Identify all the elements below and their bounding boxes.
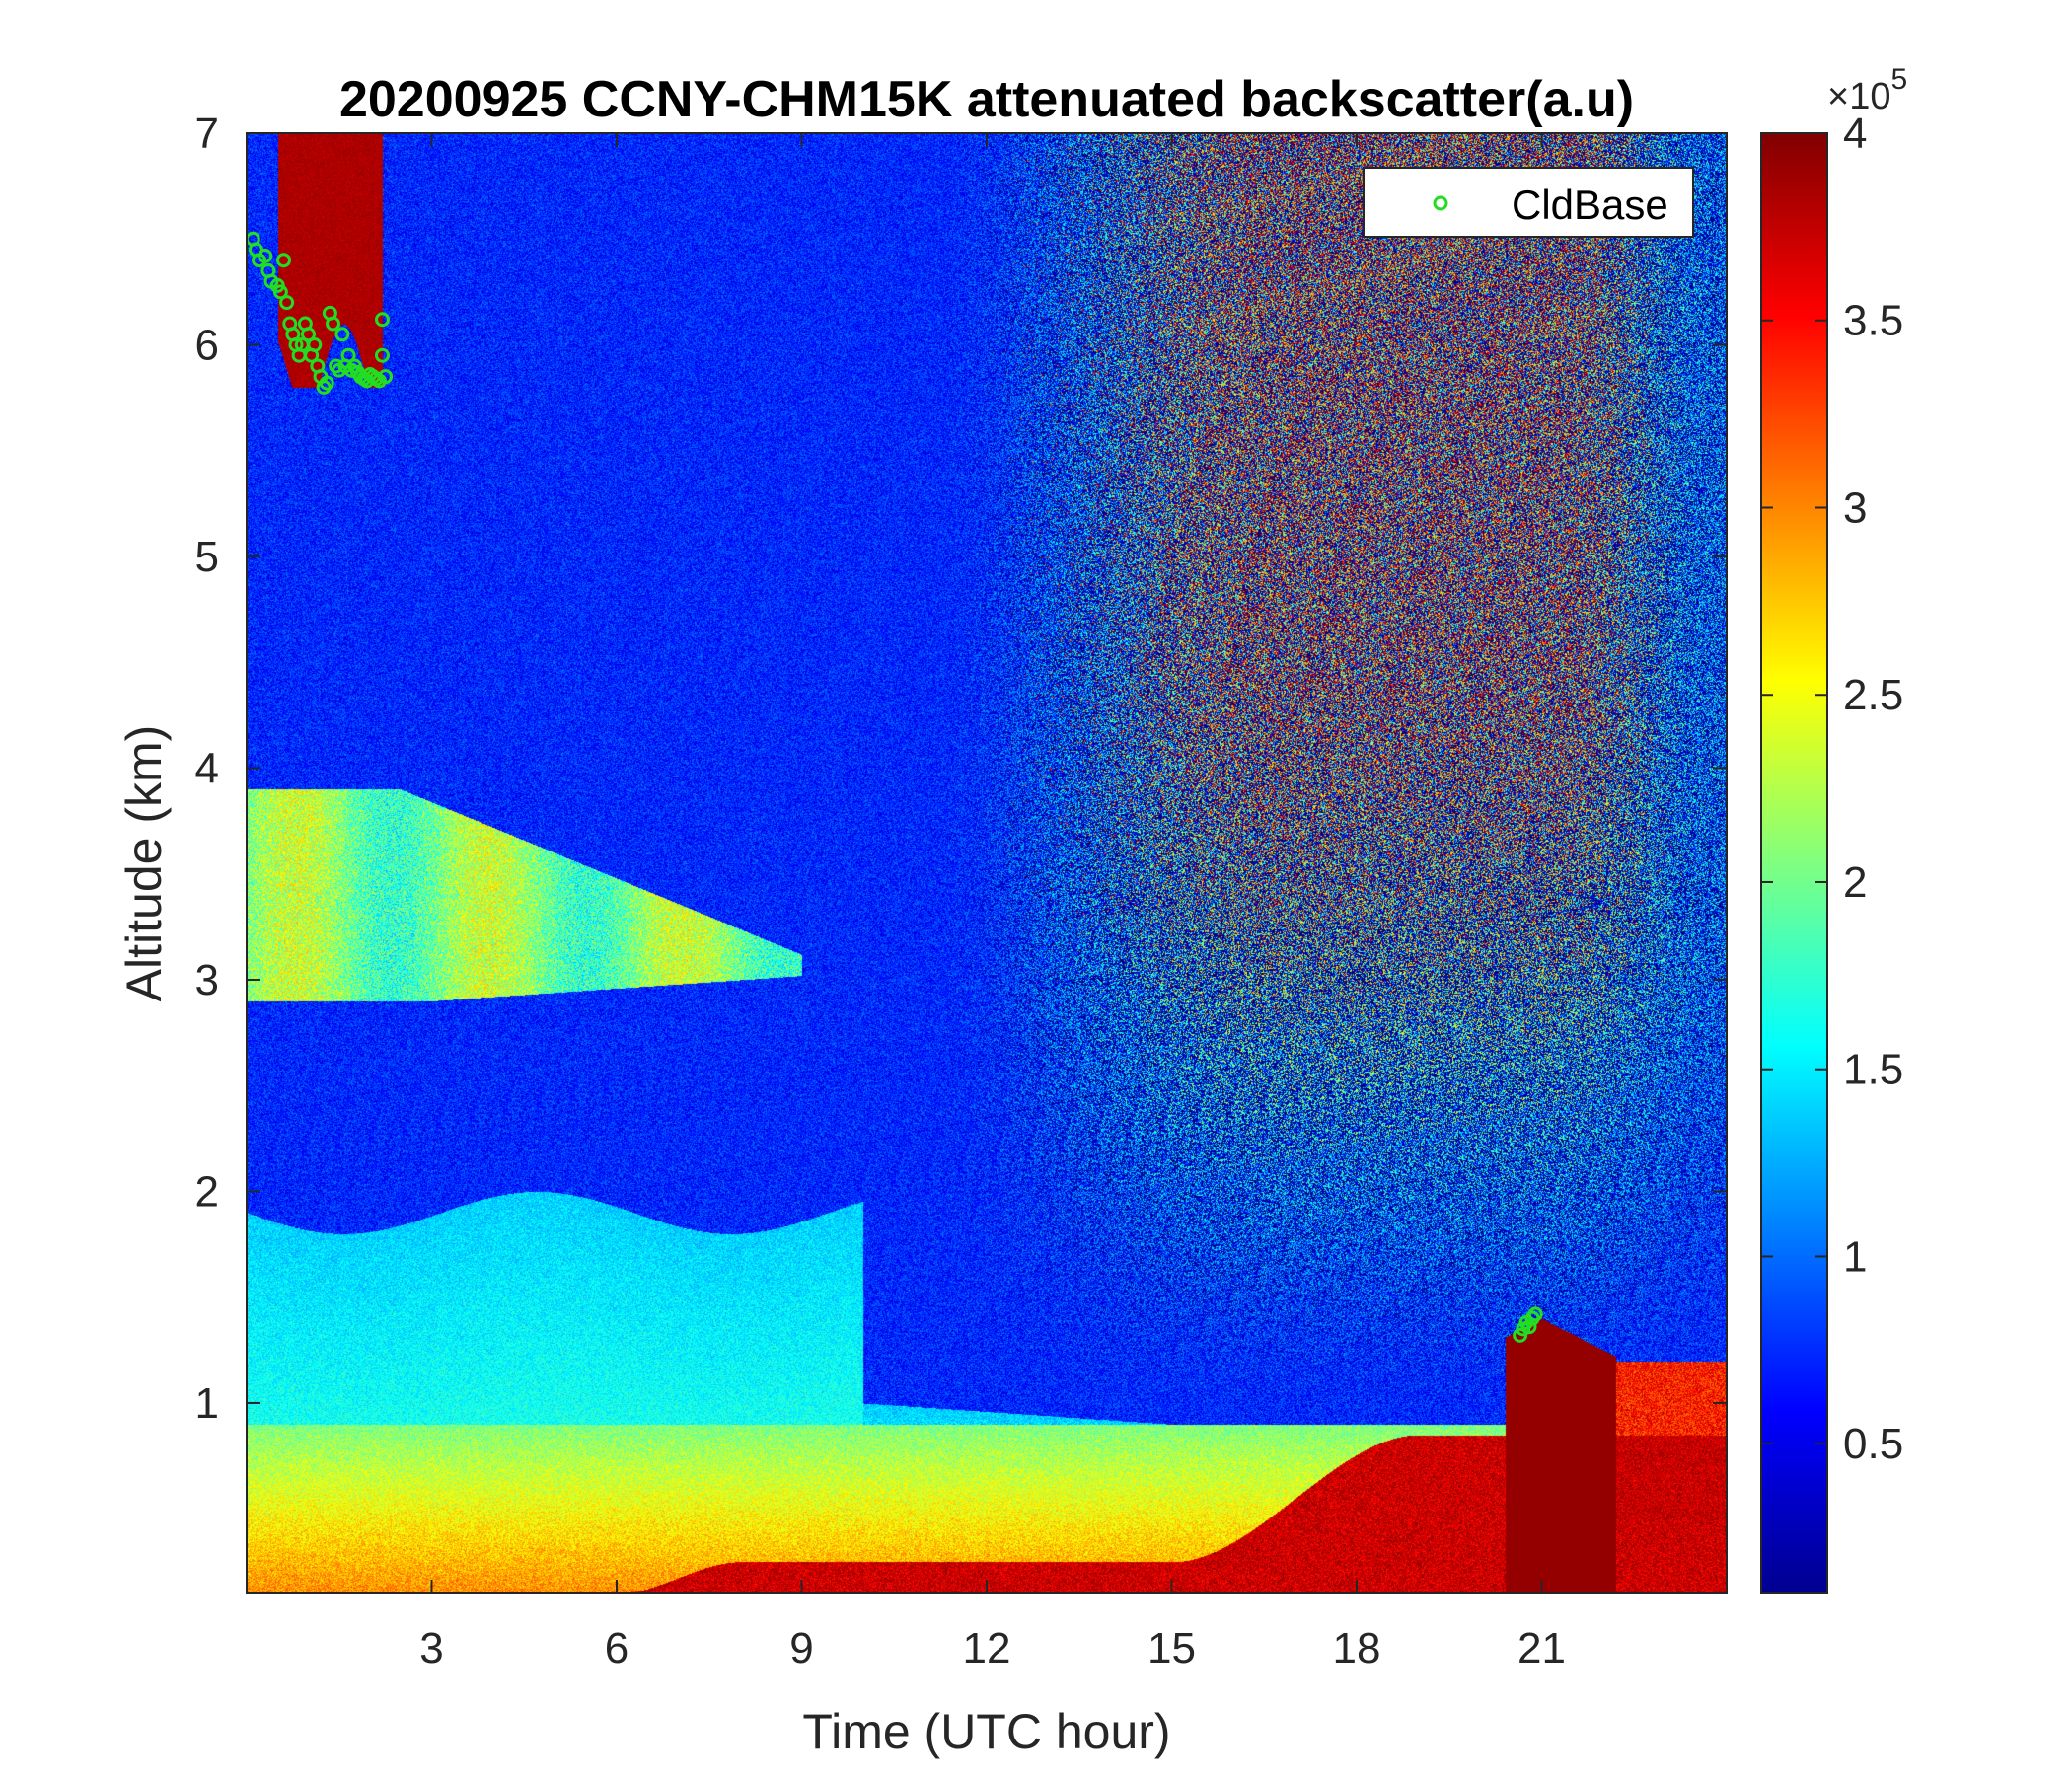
colorbar-tick-label: 1.5 (1843, 1046, 1903, 1094)
cldbase-point (326, 316, 340, 332)
x-tick-label: 12 (963, 1624, 1011, 1672)
cldbase-point (319, 375, 334, 391)
colorbar-tick-label: 1 (1843, 1232, 1867, 1281)
x-axis-label: Time (UTC hour) (802, 1704, 1170, 1759)
x-tick-label: 21 (1517, 1624, 1566, 1672)
colorbar: 0.5 1 1.5 2 2.5 3 3.5 4 ×105 (1760, 63, 1907, 1594)
x-tick-label: 3 (419, 1624, 443, 1672)
cldbase-point (258, 248, 273, 263)
chart-title: 20200925 CCNY-CHM15K attenuated backscat… (339, 71, 1634, 128)
y-tick-label: 7 (195, 110, 219, 158)
colorbar-gradient (1760, 132, 1828, 1594)
legend-cldbase-marker (1433, 195, 1448, 211)
legend-entry-cldbase: CldBase (1512, 182, 1668, 228)
x-tick-label: 15 (1147, 1624, 1196, 1672)
cldbase-series (247, 231, 1543, 1343)
y-tick-label: 2 (195, 1167, 219, 1216)
cldbase-point (307, 336, 323, 352)
colorbar-multiplier-exponent: 5 (1890, 63, 1907, 96)
y-tick-label: 5 (195, 533, 219, 581)
x-tick-label: 6 (605, 1624, 629, 1672)
cldbase-point (279, 295, 295, 311)
colorbar-multiplier: ×105 (1827, 63, 1907, 117)
colorbar-tick-label: 2.5 (1843, 671, 1903, 719)
y-tick-label: 4 (195, 744, 219, 792)
backscatter-heatmap (247, 133, 1727, 1593)
cldbase-point (276, 253, 291, 268)
legend: CldBase (1363, 167, 1694, 238)
y-axis: 1 2 3 4 5 6 7 (195, 110, 1727, 1428)
colorbar-tick-label: 2 (1843, 858, 1867, 907)
cldbase-point (334, 327, 350, 342)
cldbase-point (272, 284, 288, 300)
cldbase-point (1527, 1306, 1543, 1322)
y-tick-label: 6 (195, 321, 219, 369)
colorbar-ticks: 0.5 1 1.5 2 2.5 3 3.5 4 (1761, 110, 1903, 1468)
colorbar-tick-label: 0.5 (1843, 1420, 1903, 1468)
cldbase-point (378, 369, 394, 385)
x-tick-label: 9 (789, 1624, 813, 1672)
cldbase-point (375, 312, 390, 328)
cldbase-point (340, 347, 356, 363)
colorbar-tick-label: 4 (1843, 110, 1867, 158)
colorbar-tick-label: 3.5 (1843, 297, 1903, 345)
colorbar-tick-label: 3 (1843, 483, 1867, 532)
cldbase-point (375, 347, 390, 363)
x-tick-label: 18 (1333, 1624, 1381, 1672)
x-axis: 3 6 9 12 15 18 21 (419, 133, 1566, 1672)
cldbase-point (301, 327, 316, 342)
y-tick-label: 1 (195, 1379, 219, 1428)
plot-area (247, 133, 1727, 1593)
y-tick-label: 3 (195, 956, 219, 1004)
colorbar-multiplier-prefix: ×10 (1827, 76, 1890, 117)
legend-box (1363, 167, 1694, 238)
cldbase-point (1521, 1319, 1537, 1335)
y-axis-label: Altitude (km) (116, 725, 172, 1002)
